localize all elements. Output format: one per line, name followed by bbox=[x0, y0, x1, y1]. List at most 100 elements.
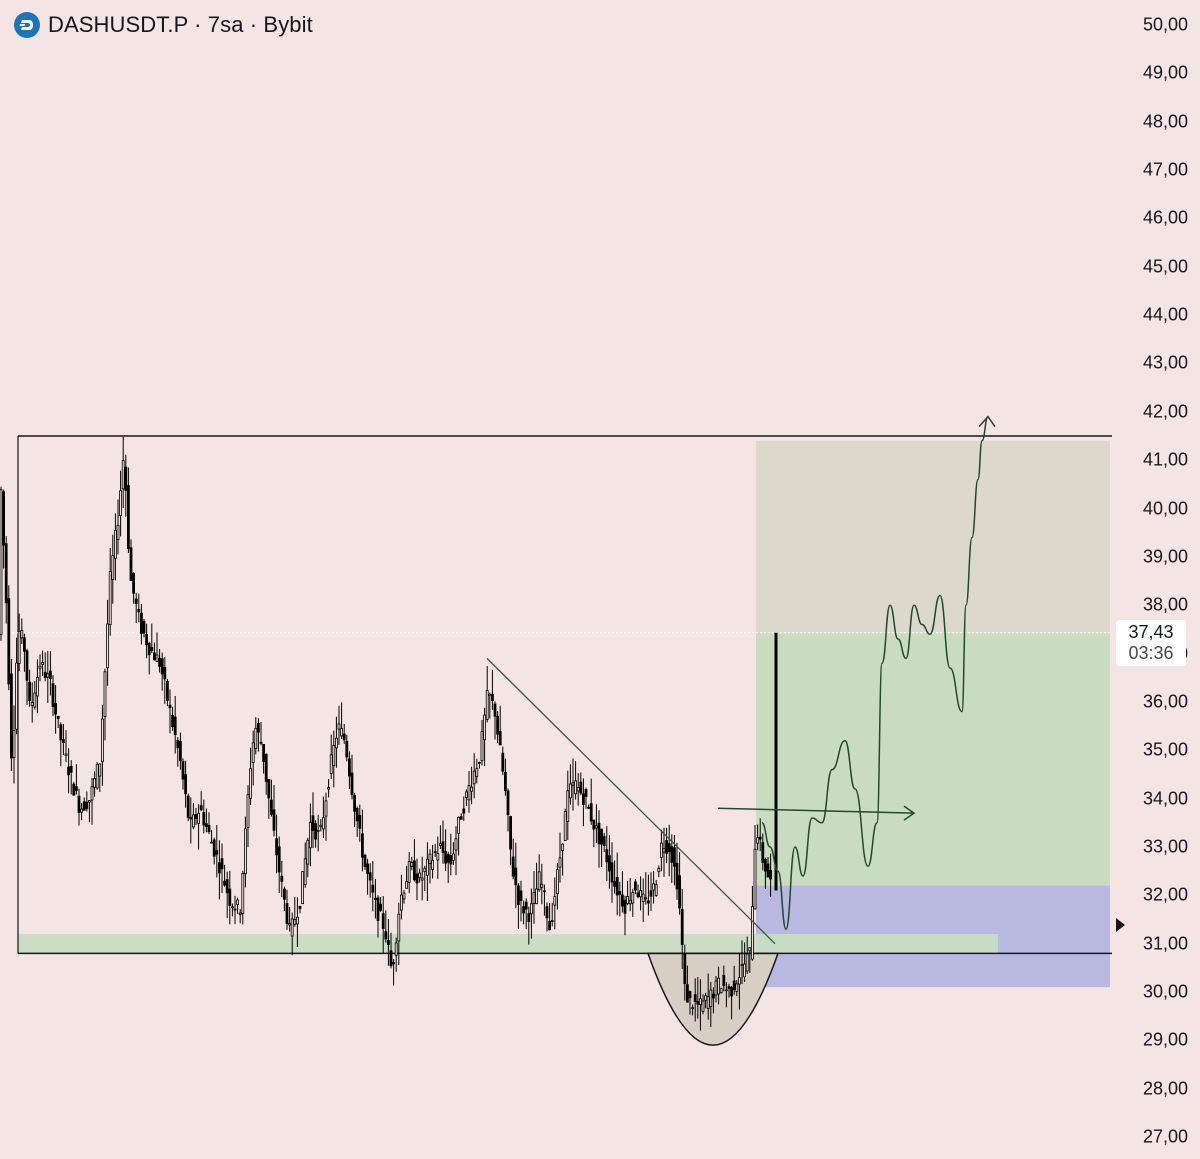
scroll-right-icon[interactable] bbox=[1116, 918, 1125, 932]
candle-body bbox=[119, 490, 122, 516]
candle-body bbox=[134, 598, 138, 604]
candle-body bbox=[714, 980, 718, 996]
candle-body bbox=[634, 881, 637, 891]
candle-body bbox=[558, 857, 562, 868]
horizontal-arrowhead bbox=[903, 805, 916, 821]
candle-body bbox=[441, 841, 445, 854]
candle-body bbox=[168, 704, 172, 709]
candle-body bbox=[363, 855, 367, 867]
candle-body bbox=[111, 555, 115, 580]
candle-body bbox=[738, 977, 741, 985]
price-tick: 39,00 bbox=[1142, 546, 1188, 567]
chart-canvas[interactable] bbox=[0, 0, 1112, 1159]
candle-body bbox=[0, 489, 3, 635]
candle-body bbox=[246, 794, 250, 828]
candle-body bbox=[649, 890, 653, 897]
candle-body bbox=[522, 906, 525, 914]
candle-body bbox=[680, 909, 684, 945]
candle-body bbox=[301, 871, 305, 905]
candle-body bbox=[124, 466, 128, 491]
candle-body bbox=[114, 529, 117, 559]
candle-body bbox=[412, 860, 416, 881]
target-zone bbox=[756, 632, 1110, 886]
candle-body bbox=[256, 723, 260, 733]
candle-body bbox=[691, 1007, 694, 1010]
candle-body bbox=[64, 753, 68, 756]
price-tick: 31,00 bbox=[1142, 933, 1188, 954]
candle-body bbox=[163, 666, 167, 680]
candle-body bbox=[178, 741, 182, 762]
price-axis[interactable]: 50,00 49,00 48,00 47,00 46,00 45,00 44,00 43,00… bbox=[1112, 0, 1200, 1159]
candle-body bbox=[764, 858, 767, 872]
candle-body bbox=[127, 485, 130, 549]
candle-body bbox=[587, 806, 590, 809]
candle-body bbox=[631, 892, 635, 904]
candle-body bbox=[152, 652, 156, 661]
candle-body bbox=[77, 795, 81, 813]
candle-body bbox=[189, 817, 193, 820]
candle-body bbox=[402, 892, 406, 900]
candle-body bbox=[158, 657, 162, 667]
candle-body bbox=[431, 859, 435, 870]
candle-body bbox=[449, 855, 453, 865]
candle-body bbox=[457, 817, 461, 834]
candle-body bbox=[319, 824, 323, 828]
candle-body bbox=[243, 828, 247, 875]
candle-body bbox=[501, 752, 505, 772]
candle-body bbox=[254, 727, 258, 749]
candle-body bbox=[662, 848, 666, 853]
candle-body bbox=[454, 838, 458, 851]
price-tick: 50,00 bbox=[1142, 14, 1188, 35]
candle-body bbox=[28, 681, 32, 701]
candle-body bbox=[579, 781, 583, 794]
candle-body bbox=[54, 702, 57, 715]
candle-body bbox=[595, 825, 598, 829]
candle-body bbox=[511, 856, 515, 877]
candle-body bbox=[275, 838, 279, 856]
candle-body bbox=[712, 993, 715, 999]
candle-body bbox=[732, 980, 736, 991]
candle-body bbox=[197, 813, 201, 825]
price-tick: 42,00 bbox=[1142, 401, 1188, 422]
candle-body bbox=[527, 913, 531, 923]
candle-body bbox=[493, 703, 497, 717]
candle-body bbox=[553, 896, 557, 906]
candle-body bbox=[761, 842, 765, 863]
candle-body bbox=[537, 871, 541, 891]
candle-body bbox=[415, 873, 419, 884]
candle-body bbox=[636, 892, 640, 898]
price-tick: 48,00 bbox=[1142, 111, 1188, 132]
candle-body bbox=[75, 786, 78, 791]
horizontal-arrow[interactable] bbox=[717, 807, 915, 814]
candle-body bbox=[101, 718, 104, 763]
candle-body bbox=[615, 876, 619, 896]
trendline[interactable] bbox=[486, 657, 776, 945]
candle-body bbox=[347, 758, 351, 777]
candle-body bbox=[652, 883, 655, 891]
candle-body bbox=[173, 716, 177, 736]
candle-body bbox=[103, 671, 107, 717]
candle-body bbox=[446, 853, 450, 863]
candle-body bbox=[191, 814, 195, 828]
candle-body bbox=[399, 894, 403, 911]
candle-body bbox=[98, 763, 102, 777]
candle-body bbox=[592, 819, 596, 830]
candle-body bbox=[621, 894, 624, 907]
candle-body bbox=[210, 841, 214, 844]
forecast-path[interactable] bbox=[761, 415, 989, 930]
candle-body bbox=[62, 739, 65, 743]
symbol-title[interactable]: DASHUSDT.P · 7sa · Bybit bbox=[48, 12, 313, 37]
candle-body bbox=[194, 814, 198, 820]
price-tick: 49,00 bbox=[1142, 62, 1188, 83]
candle-body bbox=[51, 683, 55, 707]
candle-body bbox=[67, 766, 70, 776]
candle-body bbox=[386, 940, 390, 945]
candle-body bbox=[20, 629, 24, 639]
candle-body bbox=[545, 906, 549, 919]
candle-body bbox=[2, 491, 5, 546]
candle-body bbox=[410, 862, 414, 867]
candle-body bbox=[230, 906, 234, 909]
candle-body bbox=[342, 733, 346, 741]
candle-body bbox=[15, 662, 19, 730]
candle-body bbox=[207, 824, 211, 833]
